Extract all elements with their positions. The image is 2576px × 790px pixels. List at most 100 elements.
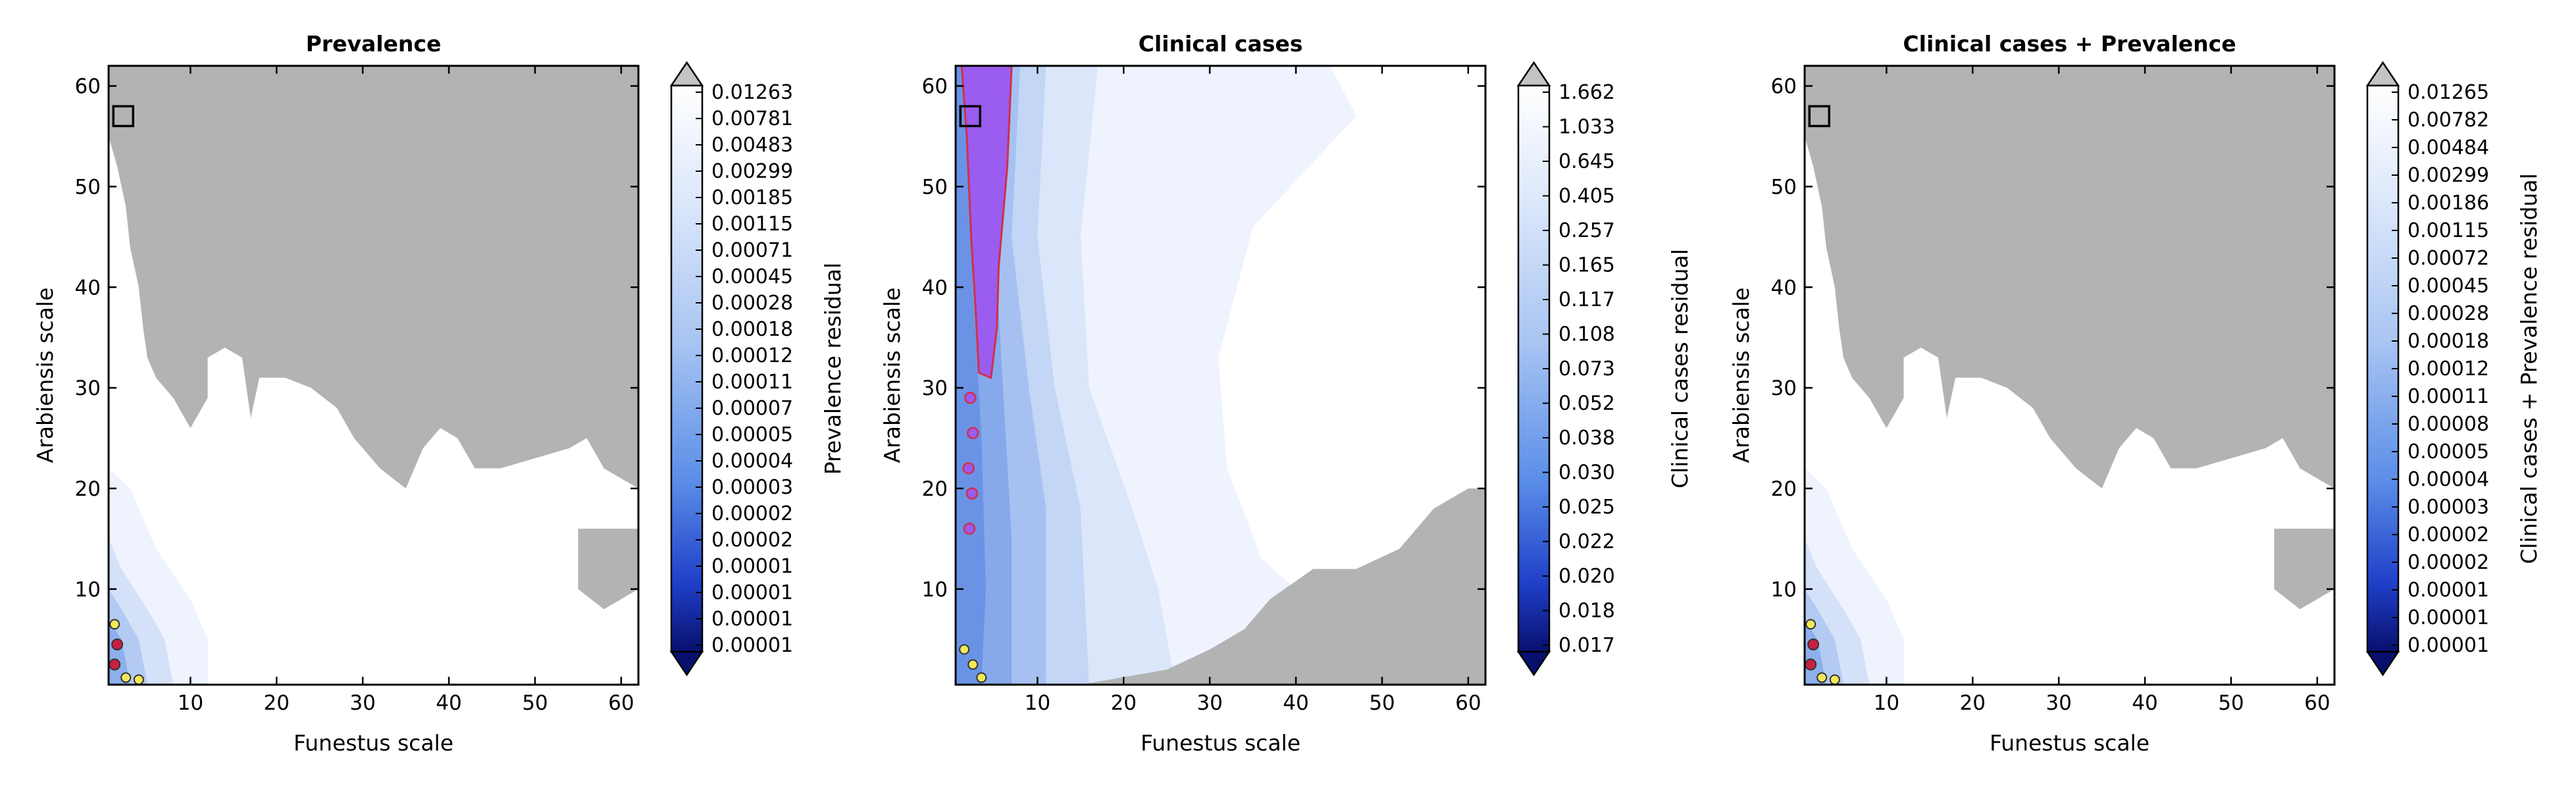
x-tick-label: 40 (1283, 691, 1308, 715)
y-tick-label: 60 (922, 75, 948, 99)
y-tick-label: 20 (922, 477, 948, 501)
colorbar-tick-label: 0.00018 (2408, 330, 2489, 353)
colorbar-tick-label: 0.00012 (711, 344, 793, 367)
square-marker (959, 105, 982, 128)
x-tick-label: 30 (1197, 691, 1222, 715)
colorbar-tick-label: 0.00005 (711, 423, 793, 446)
x-tick-label: 50 (1369, 691, 1395, 715)
colorbar-tick-label: 0.038 (1558, 427, 1615, 450)
x-tick-label: 20 (264, 691, 290, 715)
highlight-spot (964, 392, 977, 404)
colorbar-tick-label: 0.00001 (711, 608, 793, 631)
colorbar-tick-label: 0.00045 (2408, 275, 2489, 298)
y-tick-label: 30 (75, 377, 101, 400)
x-axis-label: Funestus scale (294, 730, 453, 756)
y-tick-label: 10 (922, 578, 948, 602)
best-fit-point (1829, 674, 1840, 685)
axes-frame (954, 65, 1487, 686)
panel-title: Clinical cases + Prevalence (1903, 31, 2236, 57)
y-tick-label: 20 (75, 477, 101, 501)
x-tick-label: 40 (2132, 691, 2157, 715)
x-tick-label: 40 (436, 691, 461, 715)
colorbar-extend-min (1516, 650, 1551, 677)
colorbar-tick-label: 0.01265 (2408, 81, 2489, 104)
best-fit-point (1816, 672, 1828, 683)
colorbar-tick-label: 0.00072 (2408, 247, 2489, 270)
colorbar-tick-label: 0.00071 (711, 239, 793, 262)
y-tick-label: 30 (922, 377, 948, 400)
highlight-spot (109, 658, 121, 671)
colorbar-tick-label: 0.020 (1558, 565, 1615, 588)
colorbar-tick-label: 0.645 (1558, 150, 1615, 173)
x-tick-label: 60 (608, 691, 634, 715)
colorbar-tick-label: 0.00115 (2408, 219, 2489, 242)
colorbar-tick-label: 0.00001 (2408, 579, 2489, 602)
out-of-range-region (578, 529, 638, 610)
colorbar-tick-label: 0.00001 (2408, 634, 2489, 657)
colorbar-tick-label: 0.00003 (711, 476, 793, 499)
highlight-spot (1807, 638, 1820, 650)
contour-field (956, 66, 1485, 685)
colorbar-tick-label: 0.108 (1558, 323, 1615, 346)
x-tick-label: 10 (1025, 691, 1050, 715)
colorbar-tick-label: 0.025 (1558, 496, 1615, 519)
colorbar-tick-label: 0.00002 (2408, 551, 2489, 574)
colorbar: 0.01265 0.00782 0.00484 0.00299 0.00186 0.001… (2365, 61, 2542, 677)
out-of-range-region (1080, 488, 1485, 685)
square-marker (1808, 105, 1831, 128)
axes-frame (1803, 65, 2336, 686)
y-tick-label: 40 (922, 276, 948, 300)
x-tick-label: 30 (349, 691, 375, 715)
colorbar-tick-label: 0.00484 (2408, 136, 2489, 159)
colorbar-tick-label: 0.00001 (711, 634, 793, 657)
colorbar-tick-label: 0.017 (1558, 634, 1615, 657)
highlight-spot (966, 487, 979, 500)
highlight-spot (966, 427, 979, 440)
best-fit-point (109, 619, 120, 630)
colorbar-tick-label: 0.00007 (711, 397, 793, 420)
contour-band (956, 66, 986, 685)
colorbar: 1.662 1.033 0.645 0.405 0.257 0.165 0.117 0.108… (1516, 61, 1693, 677)
colorbar-extend-max (1516, 61, 1551, 87)
colorbar-tick-label: 0.00004 (711, 450, 793, 473)
colorbar-tick-label: 0.00001 (711, 555, 793, 578)
colorbar-tick-label: 0.00001 (711, 581, 793, 604)
panel-2: 10 20 30 40 50 60 10 20 30 40 50 60 Clinical cases Fu… (879, 31, 1693, 756)
out-of-range-region (109, 66, 638, 488)
y-tick-label: 50 (922, 175, 948, 199)
x-tick-label: 20 (1111, 691, 1137, 715)
colorbar-tick-label: 0.00003 (2408, 496, 2489, 519)
x-tick-label: 50 (522, 691, 548, 715)
highlight-spot (962, 462, 975, 475)
panel-title: Clinical cases (1139, 31, 1303, 57)
colorbar-tick-label: 0.00299 (711, 160, 793, 183)
colorbar-tick-label: 0.00002 (2408, 523, 2489, 546)
colorbar-extend-max (669, 61, 704, 87)
colorbar-tick-label: 0.00782 (2408, 109, 2489, 132)
colorbar-tick-label: 0.022 (1558, 531, 1615, 554)
colorbar-tick-label: 0.117 (1558, 288, 1615, 311)
y-axis-label: Arabiensis scale (879, 288, 905, 463)
colorbar-tick-label: 1.033 (1558, 116, 1615, 139)
best-fit-point (120, 672, 132, 683)
best-fit-point (967, 659, 979, 670)
y-tick-label: 40 (1771, 276, 1797, 300)
colorbar-tick-label: 0.00012 (2408, 357, 2489, 381)
x-axis-label: Funestus scale (1990, 730, 2150, 756)
colorbar-tick-label: 0.052 (1558, 392, 1615, 415)
y-tick-label: 60 (1771, 75, 1797, 99)
colorbar-tick-label: 0.00001 (2408, 606, 2489, 629)
colorbar-tick-label: 0.01263 (711, 81, 793, 104)
y-tick-label: 50 (1771, 175, 1797, 199)
y-tick-label: 10 (75, 578, 101, 602)
highlight-spot (111, 638, 124, 650)
colorbar-label: Clinical cases + Prevalence residual (2516, 173, 2542, 564)
best-fit-point (133, 674, 144, 685)
colorbar-tick-label: 0.00008 (2408, 413, 2489, 436)
contour-field (109, 66, 638, 685)
colorbar-tick-label: 0.00011 (2408, 385, 2489, 408)
panel-title: Prevalence (306, 31, 442, 57)
panel-3: 10 20 30 40 50 60 10 20 30 40 50 60 Clinical cases +… (1728, 31, 2542, 756)
y-tick-label: 40 (75, 276, 101, 300)
